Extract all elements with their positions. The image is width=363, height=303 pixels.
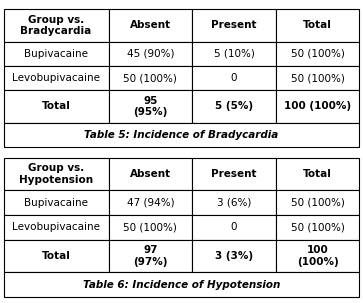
Text: 97
(97%): 97 (97%)	[133, 245, 168, 267]
Bar	[276, 158, 359, 190]
Text: Present: Present	[211, 20, 257, 30]
Bar	[276, 9, 359, 42]
Text: 47 (94%): 47 (94%)	[127, 198, 174, 208]
Text: 0: 0	[231, 73, 237, 83]
Bar	[4, 240, 109, 272]
Text: 5 (10%): 5 (10%)	[213, 49, 254, 59]
Bar	[276, 66, 359, 90]
Bar	[192, 90, 276, 123]
Bar	[192, 240, 276, 272]
Bar	[192, 42, 276, 66]
Bar	[109, 9, 192, 42]
Text: Total: Total	[303, 20, 332, 30]
Text: Levobupivacaine: Levobupivacaine	[12, 73, 100, 83]
Text: Group vs.
Bradycardia: Group vs. Bradycardia	[20, 15, 92, 36]
Text: 50 (100%): 50 (100%)	[123, 73, 177, 83]
Bar	[4, 66, 109, 90]
Text: Bupivacaine: Bupivacaine	[24, 198, 88, 208]
Bar	[276, 42, 359, 66]
Bar	[192, 9, 276, 42]
Text: 0: 0	[231, 222, 237, 232]
Text: 100 (100%): 100 (100%)	[284, 102, 351, 112]
Text: Table 5: Incidence of Bradycardia: Table 5: Incidence of Bradycardia	[84, 130, 279, 140]
Text: 50 (100%): 50 (100%)	[291, 222, 344, 232]
Bar	[109, 240, 192, 272]
Text: Table 6: Incidence of Hypotension: Table 6: Incidence of Hypotension	[83, 280, 280, 290]
Bar	[4, 42, 109, 66]
Text: Absent: Absent	[130, 20, 171, 30]
Bar	[276, 215, 359, 240]
Bar	[4, 123, 359, 147]
Bar	[192, 190, 276, 215]
Bar	[192, 158, 276, 190]
Text: 100
(100%): 100 (100%)	[297, 245, 338, 267]
Bar	[4, 90, 109, 123]
Text: 95
(95%): 95 (95%)	[133, 96, 168, 117]
Bar	[276, 190, 359, 215]
Text: 45 (90%): 45 (90%)	[127, 49, 174, 59]
Text: 3 (6%): 3 (6%)	[217, 198, 251, 208]
Bar	[109, 66, 192, 90]
Bar	[276, 240, 359, 272]
Text: 50 (100%): 50 (100%)	[291, 198, 344, 208]
Bar	[109, 90, 192, 123]
Bar	[4, 215, 109, 240]
Text: Absent: Absent	[130, 169, 171, 179]
Bar	[4, 9, 109, 42]
Text: 50 (100%): 50 (100%)	[291, 73, 344, 83]
Bar	[4, 158, 109, 190]
Text: 3 (3%): 3 (3%)	[215, 251, 253, 261]
Text: Total: Total	[42, 251, 70, 261]
Bar	[4, 190, 109, 215]
Text: Group vs.
Hypotension: Group vs. Hypotension	[19, 163, 93, 185]
Text: Total: Total	[42, 102, 70, 112]
Bar	[192, 215, 276, 240]
Text: Levobupivacaine: Levobupivacaine	[12, 222, 100, 232]
Bar	[109, 42, 192, 66]
Text: 50 (100%): 50 (100%)	[123, 222, 177, 232]
Bar	[192, 66, 276, 90]
Text: Present: Present	[211, 169, 257, 179]
Text: Bupivacaine: Bupivacaine	[24, 49, 88, 59]
Text: Total: Total	[303, 169, 332, 179]
Bar	[276, 90, 359, 123]
Bar	[109, 190, 192, 215]
Text: 5 (5%): 5 (5%)	[215, 102, 253, 112]
Bar	[109, 158, 192, 190]
Text: 50 (100%): 50 (100%)	[291, 49, 344, 59]
Bar	[4, 272, 359, 297]
Bar	[109, 215, 192, 240]
